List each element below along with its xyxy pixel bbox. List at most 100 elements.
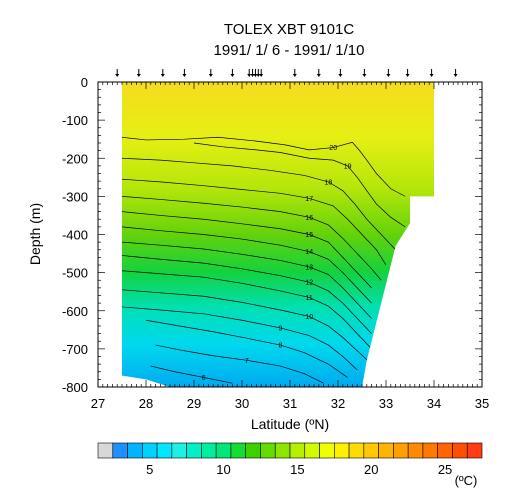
contour-line-7 (155, 344, 324, 384)
y-tick-labels: 0 -100 -200 -300 -400 -500 -600 -700 -800 (62, 75, 88, 395)
colorbar-cell (348, 442, 365, 459)
contour-label-20: 20 (329, 145, 337, 152)
contour-line-20 (122, 136, 406, 197)
chart-subtitle: 1991/ 1/ 6 - 1991/ 1/10 (214, 42, 365, 59)
colorbar-cell (112, 442, 128, 459)
colorbar-cell (156, 442, 173, 459)
contour-label-14: 14 (305, 249, 313, 256)
colorbar-cell (230, 442, 246, 459)
station-marker-arrow (453, 74, 458, 77)
station-marker-arrow (208, 74, 213, 77)
x-tick-label: 30 (235, 396, 249, 411)
x-tick-label: 31 (283, 396, 297, 411)
contour-line-8 (145, 319, 348, 378)
contour-label-17: 17 (305, 196, 313, 203)
contour-label-11: 11 (306, 295, 313, 302)
section-fill (122, 82, 434, 387)
colorbar-cell (171, 442, 187, 459)
colorbar-cell (215, 442, 232, 459)
colorbar-cell (422, 442, 438, 459)
contour-label-18: 18 (325, 179, 333, 186)
colorbar-tick-label: 5 (146, 462, 153, 477)
colorbar-cell-nodata (97, 442, 114, 459)
station-marker-arrow (250, 74, 255, 77)
x-tick-label: 32 (331, 396, 345, 411)
contour-label-7: 7 (245, 358, 249, 365)
contour-line-15 (122, 211, 372, 289)
station-markers (115, 69, 458, 77)
contour-line-11 (122, 270, 372, 350)
contour-label-15: 15 (305, 232, 313, 239)
contour-line-17 (122, 178, 387, 266)
y-axis-label: Depth (m) (27, 203, 43, 265)
station-marker-arrow (230, 74, 235, 77)
y-tick-label: -500 (62, 266, 88, 281)
colorbar-cell (304, 442, 320, 459)
y-tick-label: -100 (62, 113, 88, 128)
x-tick-label: 34 (427, 396, 441, 411)
station-marker-arrow (160, 74, 165, 77)
contour-line-13 (122, 241, 372, 319)
station-marker-arrow (405, 74, 410, 77)
station-marker-arrow (259, 74, 264, 77)
colorbar-cell (201, 442, 217, 459)
colorbar-cell (378, 442, 394, 459)
station-marker-arrow (136, 74, 141, 77)
station-marker-arrow (316, 74, 321, 77)
x-tick-labels: 27 28 29 30 31 32 33 34 35 (91, 396, 489, 411)
contour-label-10: 10 (305, 314, 313, 321)
x-tick-label: 29 (187, 396, 201, 411)
colorbar-cell (260, 442, 276, 459)
contour-label-6: 6 (202, 375, 206, 382)
colorbar-unit: (ºC) (455, 473, 478, 488)
station-marker-arrow (338, 74, 343, 77)
x-tick-label: 35 (475, 396, 489, 411)
colorbar (97, 442, 483, 459)
y-tick-label: -700 (62, 342, 88, 357)
station-marker-arrow (429, 74, 434, 77)
colorbar-cell (274, 442, 291, 459)
colorbar-cell (334, 442, 350, 459)
y-tick-label: -200 (62, 151, 88, 166)
colorbar-cell (127, 442, 143, 459)
contour-label-8: 8 (278, 343, 282, 350)
y-tick-label: 0 (81, 75, 88, 90)
x-tick-label: 33 (379, 396, 393, 411)
x-tick-label: 27 (91, 396, 105, 411)
contour-line-10 (122, 289, 372, 365)
colorbar-tick-label: 25 (438, 462, 452, 477)
station-marker-arrow (292, 74, 297, 77)
colorbar-cell (245, 442, 261, 459)
colorbar-cell (466, 442, 483, 459)
colorbar-cell (186, 442, 202, 459)
y-tick-label: -400 (62, 228, 88, 243)
station-marker-arrow (256, 74, 261, 77)
contour-label-19: 19 (344, 163, 352, 170)
colorbar-cell (452, 442, 468, 459)
contour-line-14 (122, 226, 372, 304)
colorbar-cell (142, 442, 158, 459)
colorbar-cell (363, 442, 379, 459)
colorbar-tick-label: 20 (364, 462, 378, 477)
station-marker-arrow (386, 74, 391, 77)
contour-label-16: 16 (305, 215, 313, 222)
station-marker-arrow (362, 74, 367, 77)
colorbar-tick-label: 10 (216, 462, 230, 477)
station-marker-arrow (253, 74, 258, 77)
colorbar-cell (437, 442, 453, 459)
colorbar-cell (319, 442, 335, 459)
y-tick-label: -300 (62, 189, 88, 204)
y-tick-label: -600 (62, 304, 88, 319)
x-tick-label: 28 (139, 396, 153, 411)
contour-line-19 (193, 142, 406, 228)
station-marker-arrow (182, 74, 187, 77)
station-marker-arrow (247, 74, 252, 77)
y-tick-label: -800 (62, 380, 88, 395)
contour-line-9 (122, 306, 358, 371)
contour-label-13: 13 (305, 264, 313, 271)
contour-labels: 20 19 18 17 16 15 14 13 12 11 10 9 8 7 6 (202, 145, 352, 382)
contour-line-18 (122, 157, 396, 250)
colorbar-cell (393, 442, 409, 459)
contour-label-9: 9 (278, 325, 282, 332)
